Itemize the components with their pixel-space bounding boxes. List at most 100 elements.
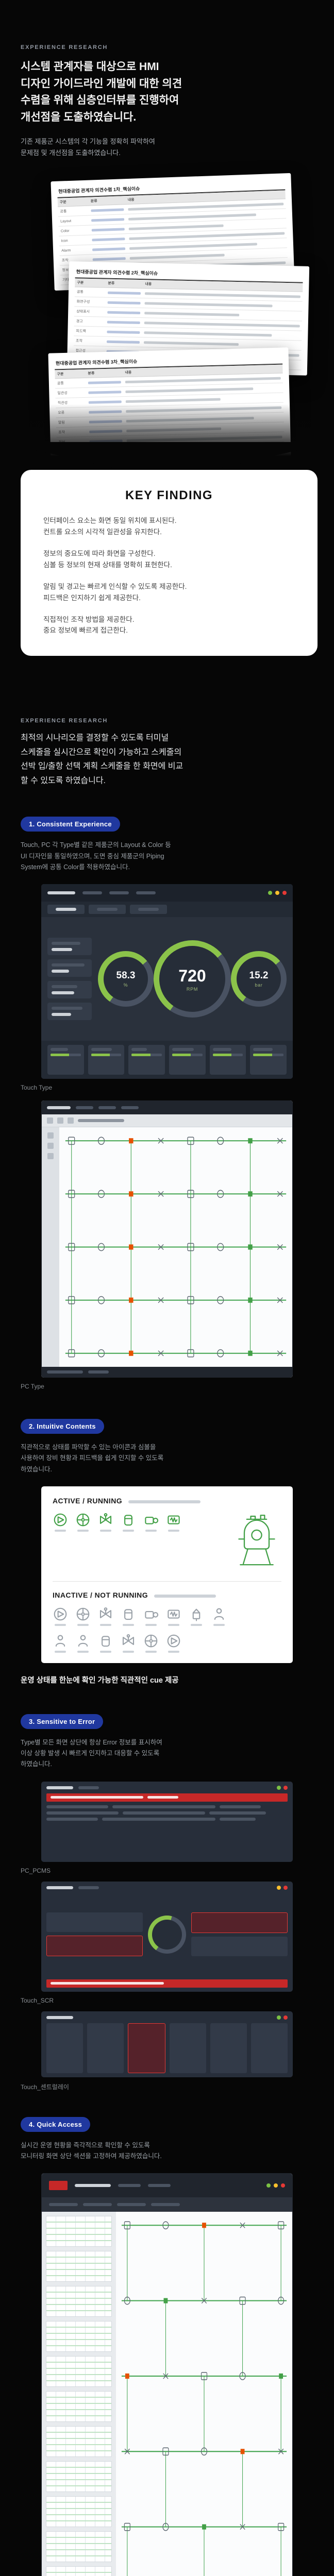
fan-icon xyxy=(143,1633,159,1653)
logo-placeholder xyxy=(47,1106,71,1110)
logo-placeholder xyxy=(46,1886,73,1889)
tab-placeholder xyxy=(83,2203,112,2207)
readout-tile xyxy=(47,1003,92,1021)
row-category: 조작 xyxy=(75,339,82,344)
tile xyxy=(210,2023,247,2073)
pc-application-window xyxy=(41,1100,293,1378)
dashboard-main: 58.3 % 720 RPM xyxy=(41,917,293,1041)
cell-text-placeholder xyxy=(91,228,125,232)
icon-label-placeholder xyxy=(123,1623,134,1626)
cell-text-placeholder xyxy=(144,312,240,316)
gauge-value: 15.2 xyxy=(249,970,269,981)
screenshot-caption: PC_PCMS xyxy=(21,1867,51,1874)
cue-caption: 운영 상태를 한눈에 확인 가능한 직관적인 cue 제공 xyxy=(21,1676,179,1685)
operator-icon xyxy=(53,1633,68,1653)
finding-3-body: Type별 모든 화면 상단에 항상 Error 정보를 표시하여 이상 상황 … xyxy=(21,1738,162,1768)
inactive-icon-section: INACTIVE / NOT RUNNING xyxy=(53,1591,281,1653)
pc-pcms-screenshot xyxy=(41,1781,293,1862)
nav-item-placeholder xyxy=(82,891,102,895)
pump-icon xyxy=(53,1512,68,1532)
key-finding-line: 심볼 등 정보의 현재 상태를 명확히 표현한다. xyxy=(43,561,172,569)
tile xyxy=(46,1912,143,1933)
logo-placeholder xyxy=(46,1786,73,1789)
screen-body xyxy=(46,1893,288,1976)
sidebar-thumbnail xyxy=(46,2566,112,2576)
tab-placeholder xyxy=(76,1106,93,1110)
tool-icon xyxy=(68,1117,74,1124)
section-eyebrow: EXPERIENCE RESEARCH xyxy=(21,44,108,50)
tab-placeholder xyxy=(121,1106,139,1110)
pc-window-header xyxy=(42,1101,292,1115)
status-dot-green xyxy=(268,891,272,895)
active-icon-row xyxy=(53,1512,224,1532)
column-header: 분류 xyxy=(88,371,95,376)
window-header xyxy=(46,1885,288,1890)
mini-tile xyxy=(88,1045,125,1075)
piping-system-diagram xyxy=(59,1127,292,1367)
inactive-label: INACTIVE / NOT RUNNING xyxy=(53,1590,148,1599)
icon-label-placeholder xyxy=(213,1623,225,1626)
tab-placeholder xyxy=(98,1106,116,1110)
window-header xyxy=(46,2015,288,2020)
cell-text-placeholder xyxy=(106,340,140,344)
key-finding-title: KEY FINDING xyxy=(125,488,213,503)
dashboard-bottom-strip xyxy=(41,1041,293,1079)
column-header: 분류 xyxy=(90,199,97,204)
pc-type-screenshot xyxy=(41,1100,293,1378)
sidebar-thumbnail xyxy=(46,2216,112,2247)
status-text-placeholder xyxy=(47,1370,83,1374)
pc-toolbar xyxy=(42,1114,292,1128)
icon-label-placeholder xyxy=(77,1623,89,1626)
touch-dashboard: 58.3 % 720 RPM xyxy=(41,884,293,1079)
finding-1-body: Touch, PC 각 Type별 같은 제품군의 Layout & Color… xyxy=(21,841,171,871)
active-icon-section: ACTIVE / RUNNING xyxy=(53,1497,281,1572)
key-finding-line: 직접적인 조작 방법을 제공한다. xyxy=(43,615,135,623)
sidebar-thumbnail xyxy=(46,2286,112,2317)
active-running-label: ACTIVE / RUNNING xyxy=(53,1496,123,1505)
segment-bar xyxy=(41,902,293,918)
finding-sensitive-to-error: 3. Sensitive to Error Type별 모든 화면 상단에 항상… xyxy=(21,1714,313,2091)
inactive-icon-row xyxy=(53,1606,281,1626)
cell-text-placeholder xyxy=(91,208,124,212)
right-column xyxy=(191,1912,288,1957)
experience-research-2: EXPERIENCE RESEARCH 최적의 시나리오를 결정할 수 있도록 … xyxy=(21,718,313,788)
readout-column xyxy=(47,938,92,1021)
heater-icon xyxy=(166,1512,181,1532)
nav-item-placeholder xyxy=(109,891,129,895)
tile xyxy=(251,2023,288,2073)
key-finding-line: 알림 및 경고는 빠르게 인식할 수 있도록 제공한다. xyxy=(43,582,187,590)
finding-2-body: 직관적으로 상태를 파악할 수 있는 아이콘과 심볼을 사용하여 장비 현황과 … xyxy=(21,1444,164,1473)
sidebar-thumbnail xyxy=(46,2531,112,2563)
row-category: 상태표시 xyxy=(76,310,90,314)
cell-text-placeholder xyxy=(92,257,126,261)
icon-label-placeholder xyxy=(55,1623,66,1626)
cell-text-placeholder xyxy=(92,238,125,242)
cell-text-placeholder xyxy=(91,218,125,222)
error-tile xyxy=(191,1912,288,1934)
row-category: 경고 xyxy=(76,319,83,324)
row-category: Alarm xyxy=(61,248,71,253)
separator-icon xyxy=(189,1606,204,1626)
data-rows xyxy=(46,1805,288,1821)
segment-button xyxy=(89,905,126,914)
row-category: 공통 xyxy=(76,290,84,295)
icon-label-placeholder xyxy=(145,1650,157,1653)
alarm-text-placeholder xyxy=(51,1796,143,1799)
cell-text-placeholder xyxy=(107,291,141,295)
icon-label-placeholder xyxy=(168,1650,179,1653)
icon-label-placeholder xyxy=(191,1623,202,1626)
pump-icon xyxy=(166,1633,181,1653)
app-toolbar xyxy=(42,2197,292,2212)
segment-button xyxy=(130,905,167,914)
section-heading: ACTIVE / RUNNING xyxy=(53,1497,281,1505)
cell-text-placeholder xyxy=(88,400,122,404)
icon-label-placeholder xyxy=(100,1529,111,1532)
mini-tile xyxy=(209,1045,246,1075)
dashboard-header xyxy=(41,884,293,902)
screenshot-caption: PC Type xyxy=(21,1383,44,1391)
finding-intuitive-contents: 2. Intuitive Contents 직관적으로 상태를 파악할 수 있는… xyxy=(21,1419,313,1685)
cell-text-placeholder xyxy=(92,247,126,251)
valve-icon xyxy=(98,1512,113,1532)
screenshot-caption: Touch Type xyxy=(21,1084,53,1092)
